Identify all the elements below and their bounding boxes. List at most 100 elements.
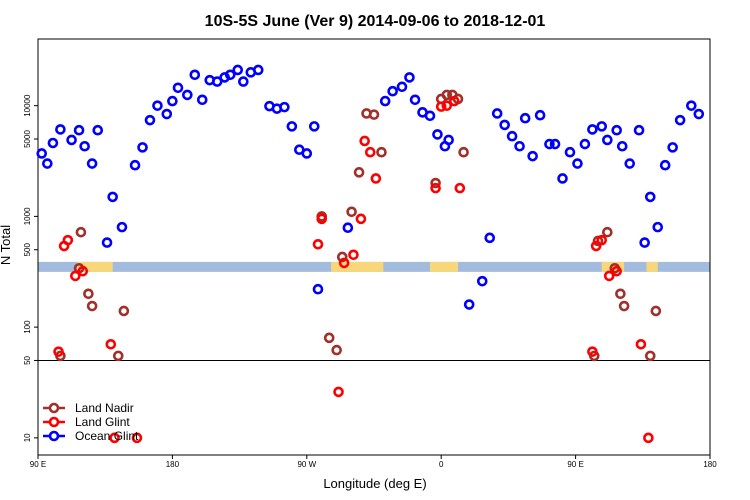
world-map-strip <box>38 261 710 272</box>
data-point <box>105 338 117 350</box>
data-point <box>83 288 94 300</box>
data-point <box>355 213 367 225</box>
data-point <box>359 135 370 147</box>
data-point <box>316 213 328 225</box>
chart-title: 10S-5S June (Ver 9) 2014-09-06 to 2018-1… <box>205 13 546 30</box>
data-point <box>118 305 130 317</box>
data-point <box>376 146 387 158</box>
data-point <box>55 124 66 135</box>
data-point <box>86 300 98 312</box>
data-point <box>463 299 475 310</box>
data-point <box>633 124 645 136</box>
data-point <box>404 72 415 83</box>
data-point <box>62 234 74 246</box>
data-point <box>443 134 454 146</box>
data-point <box>557 173 568 184</box>
data-point <box>639 237 650 248</box>
data-point <box>137 142 148 153</box>
legend-marker <box>48 430 60 442</box>
data-point <box>144 114 156 126</box>
data-point <box>232 64 244 76</box>
map-land <box>430 261 458 272</box>
data-point <box>312 283 324 295</box>
data-point <box>644 350 656 362</box>
data-point <box>107 191 118 203</box>
data-point <box>624 158 636 169</box>
data-point <box>644 191 656 203</box>
data-point <box>86 158 98 169</box>
data-point <box>333 386 344 398</box>
data-point <box>514 140 525 152</box>
data-point <box>519 112 531 124</box>
plot-frame <box>37 38 711 456</box>
data-point <box>667 142 678 153</box>
x-tick-label: 90 E <box>30 460 46 469</box>
y-tick-label: 5000 <box>23 130 32 148</box>
data-point <box>579 138 591 150</box>
data-point <box>73 124 85 136</box>
y-tick-label: 500 <box>23 243 32 257</box>
data-point <box>527 150 538 162</box>
data-point <box>161 108 173 120</box>
legend-label: Land Nadir <box>75 401 134 415</box>
data-point <box>167 95 178 107</box>
data-point <box>454 182 466 194</box>
data-point <box>387 85 398 97</box>
data-point <box>116 221 128 233</box>
data-point <box>112 350 124 362</box>
data-point <box>279 101 290 113</box>
data-point <box>211 76 223 87</box>
data-point <box>506 130 518 142</box>
x-tick-label: 180 <box>166 460 180 469</box>
data-point <box>196 94 208 106</box>
x-tick-label: 90 E <box>567 460 583 469</box>
x-tick-label: 90 W <box>297 460 316 469</box>
y-tick-label: 50 <box>23 355 32 364</box>
data-point <box>430 182 441 194</box>
data-point <box>448 95 460 107</box>
data-point <box>618 300 630 312</box>
legend-label: Land Glint <box>75 415 130 429</box>
data-point <box>47 137 59 149</box>
data-point <box>331 344 342 356</box>
data-point <box>611 265 622 277</box>
series-ocean-glint <box>36 64 705 310</box>
y-tick-label: 10000 <box>23 94 32 117</box>
data-point <box>616 140 628 152</box>
data-point <box>353 167 365 178</box>
series-land-nadir <box>55 89 662 362</box>
legend-label: Ocean Glint <box>75 429 139 443</box>
data-point <box>70 270 81 282</box>
y-tick-label: 1000 <box>23 207 32 225</box>
data-point <box>152 100 163 111</box>
data-point <box>674 114 686 126</box>
data-point <box>603 270 615 282</box>
y-tick-label: 100 <box>23 320 32 334</box>
legend-marker <box>48 416 60 428</box>
data-point <box>441 100 453 111</box>
data-point <box>189 69 201 81</box>
data-point <box>430 177 441 189</box>
data-point <box>432 129 443 140</box>
y-tick-label: 10 <box>23 433 32 442</box>
data-point <box>458 146 469 158</box>
data-point <box>182 89 193 101</box>
data-point <box>693 108 705 120</box>
data-point <box>602 226 613 238</box>
data-point <box>650 305 662 317</box>
data-point <box>424 110 436 122</box>
legend-marker <box>48 402 60 414</box>
data-point <box>409 94 421 106</box>
data-point <box>101 237 113 248</box>
data-point <box>564 146 576 158</box>
data-point <box>602 134 613 146</box>
series-land-glint <box>53 95 654 444</box>
data-point <box>596 121 608 132</box>
data-point <box>534 109 546 121</box>
data-point <box>36 148 48 159</box>
y-axis-label: N Total <box>0 225 13 265</box>
data-point <box>77 265 89 277</box>
data-point <box>587 346 598 357</box>
